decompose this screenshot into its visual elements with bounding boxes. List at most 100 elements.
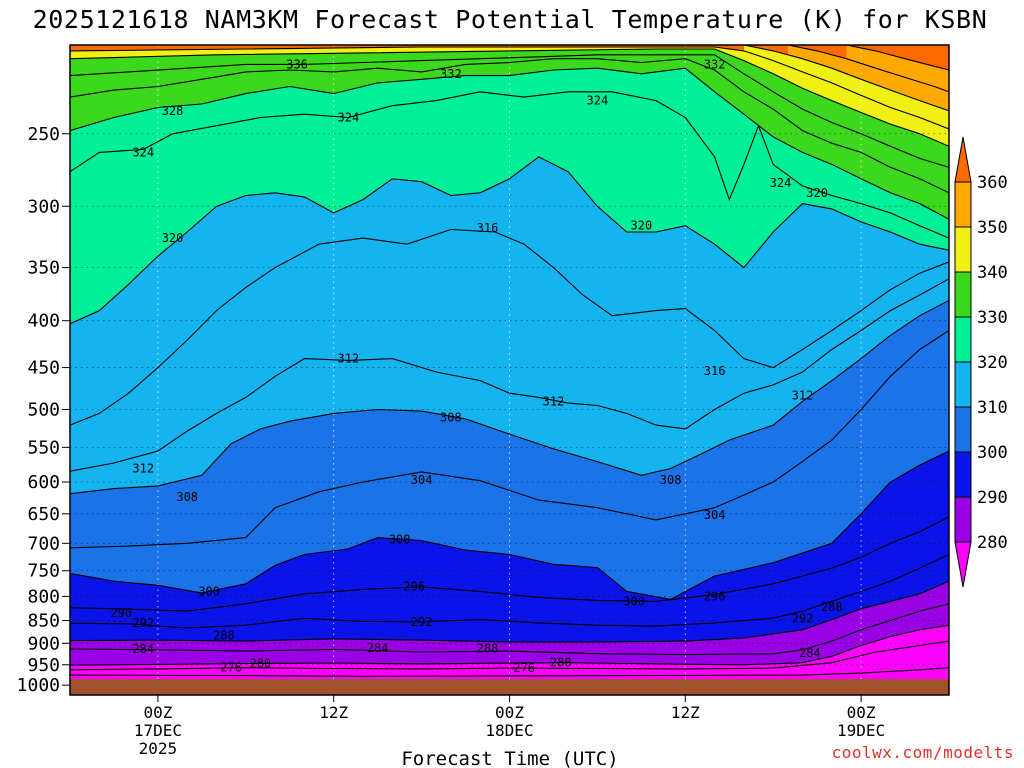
colorbar-segment-320 bbox=[954, 316, 972, 363]
contour-label-316: 316 bbox=[477, 221, 499, 235]
contour-label-312: 312 bbox=[543, 394, 565, 408]
contour-label-308: 308 bbox=[660, 473, 682, 487]
contour-274 bbox=[70, 667, 949, 677]
contour-label-296: 296 bbox=[403, 579, 425, 593]
contour-label-288: 288 bbox=[821, 600, 843, 614]
contour-label-288: 288 bbox=[477, 642, 499, 656]
y-tick-label-350: 350 bbox=[27, 258, 60, 279]
contour-348 bbox=[743, 45, 949, 112]
credit-text: coolwx.com/modelts bbox=[832, 743, 1014, 762]
colorbar-label-360: 360 bbox=[977, 173, 1008, 193]
contour-320 bbox=[70, 156, 949, 325]
colorbar-label-330: 330 bbox=[977, 308, 1008, 328]
x-tick-label: 2025 bbox=[139, 739, 178, 758]
contour-label-312: 312 bbox=[792, 389, 814, 403]
colorbar-segment-340 bbox=[954, 226, 972, 273]
y-tick-label-250: 250 bbox=[27, 124, 60, 145]
contour-340 bbox=[70, 48, 949, 147]
y-tick-label-950: 950 bbox=[27, 655, 60, 676]
contour-fills bbox=[70, 45, 949, 695]
contour-label-304: 304 bbox=[704, 508, 726, 522]
contour-284 bbox=[70, 603, 949, 656]
contour-312 bbox=[70, 278, 949, 472]
contour-308 bbox=[70, 299, 949, 495]
ground-fill bbox=[70, 679, 949, 695]
y-tick-label-500: 500 bbox=[27, 399, 60, 420]
colorbar-segment-280 bbox=[954, 496, 972, 543]
contour-label-324: 324 bbox=[132, 145, 154, 159]
y-tick-label-300: 300 bbox=[27, 196, 60, 217]
x-tick-label: 12Z bbox=[671, 703, 700, 722]
contour-label-320: 320 bbox=[631, 219, 653, 233]
y-tick-label-850: 850 bbox=[27, 611, 60, 632]
contour-label-280: 280 bbox=[250, 657, 272, 671]
y-tick-label-650: 650 bbox=[27, 504, 60, 525]
contour-280 bbox=[70, 624, 949, 666]
contour-label-304: 304 bbox=[411, 473, 433, 487]
contour-lines bbox=[70, 45, 949, 677]
plot-area: 336 332 332 328 324 324 324 324 320 320 320 316 316 3… bbox=[69, 44, 950, 696]
colorbar-top-arrow bbox=[954, 136, 972, 183]
colorbar-label-300: 300 bbox=[977, 443, 1008, 463]
x-axis-label: Forecast Time (UTC) bbox=[401, 748, 618, 768]
contour-304 bbox=[70, 330, 949, 549]
colorbar-label-350: 350 bbox=[977, 218, 1008, 238]
contour-labels: 336 332 332 328 324 324 324 324 320 320 320 316 316 3… bbox=[110, 57, 842, 675]
contour-292 bbox=[70, 554, 949, 629]
contour-300 bbox=[70, 450, 949, 600]
contour-label-324: 324 bbox=[770, 176, 792, 190]
contour-label-312: 312 bbox=[338, 352, 360, 366]
contour-label-300: 300 bbox=[389, 532, 411, 546]
y-tick-label-800: 800 bbox=[27, 586, 60, 607]
contour-296 bbox=[70, 516, 949, 612]
y-tick-label-600: 600 bbox=[27, 472, 60, 493]
contour-label-312: 312 bbox=[132, 462, 154, 476]
y-tick-label-750: 750 bbox=[27, 561, 60, 582]
contour-label-276: 276 bbox=[513, 661, 535, 675]
colorbar-label-280: 280 bbox=[977, 533, 1008, 553]
contour-356 bbox=[846, 45, 949, 71]
x-tick-label: 00Z bbox=[495, 703, 524, 722]
x-tick-label: 19DEC bbox=[837, 721, 885, 740]
contour-label-324: 324 bbox=[587, 94, 609, 108]
x-tick-label: 17DEC bbox=[134, 721, 182, 740]
contour-352 bbox=[787, 45, 949, 93]
ground-layer bbox=[70, 679, 949, 695]
contour-label-308: 308 bbox=[176, 490, 198, 504]
contour-276 bbox=[70, 640, 949, 671]
contour-label-320: 320 bbox=[806, 186, 828, 200]
contour-label-328: 328 bbox=[162, 104, 184, 118]
contour-332 bbox=[70, 58, 949, 194]
chart-title: 2025121618 NAM3KM Forecast Potential Tem… bbox=[33, 5, 988, 34]
colorbar-label-320: 320 bbox=[977, 353, 1008, 373]
contour-label-288: 288 bbox=[213, 629, 235, 643]
y-axis: 2503003504004505005506006507007508008509… bbox=[17, 124, 70, 696]
x-tick-label: 00Z bbox=[143, 703, 172, 722]
contour-324 bbox=[70, 91, 949, 239]
contour-label-292: 292 bbox=[411, 615, 433, 629]
x-tick-label: 00Z bbox=[847, 703, 876, 722]
colorbar-bottom-arrow bbox=[954, 541, 972, 588]
colorbar-label-310: 310 bbox=[977, 398, 1008, 418]
contour-label-284: 284 bbox=[132, 642, 154, 656]
colorbar-segment-350 bbox=[954, 181, 972, 228]
contour-label-324: 324 bbox=[338, 111, 360, 125]
colorbar: 360 350 340 330 320 310 300 290 280 bbox=[954, 136, 1008, 588]
contour-label-280: 280 bbox=[550, 656, 572, 670]
colorbar-label-340: 340 bbox=[977, 263, 1008, 283]
colorbar-segment-290 bbox=[954, 451, 972, 498]
colorbar-segment-300 bbox=[954, 406, 972, 453]
contour-label-300: 300 bbox=[198, 584, 220, 598]
contour-328 bbox=[70, 67, 949, 220]
contour-label-296: 296 bbox=[704, 589, 726, 603]
contour-344 bbox=[70, 46, 949, 130]
contour-label-300: 300 bbox=[623, 594, 645, 608]
colorbar-label-290: 290 bbox=[977, 488, 1008, 508]
contour-label-316: 316 bbox=[704, 364, 726, 378]
x-tick-label: 12Z bbox=[319, 703, 348, 722]
contour-label-292: 292 bbox=[792, 612, 814, 626]
y-tick-label-450: 450 bbox=[27, 358, 60, 379]
contour-label-292: 292 bbox=[132, 616, 154, 630]
y-tick-label-400: 400 bbox=[27, 311, 60, 332]
